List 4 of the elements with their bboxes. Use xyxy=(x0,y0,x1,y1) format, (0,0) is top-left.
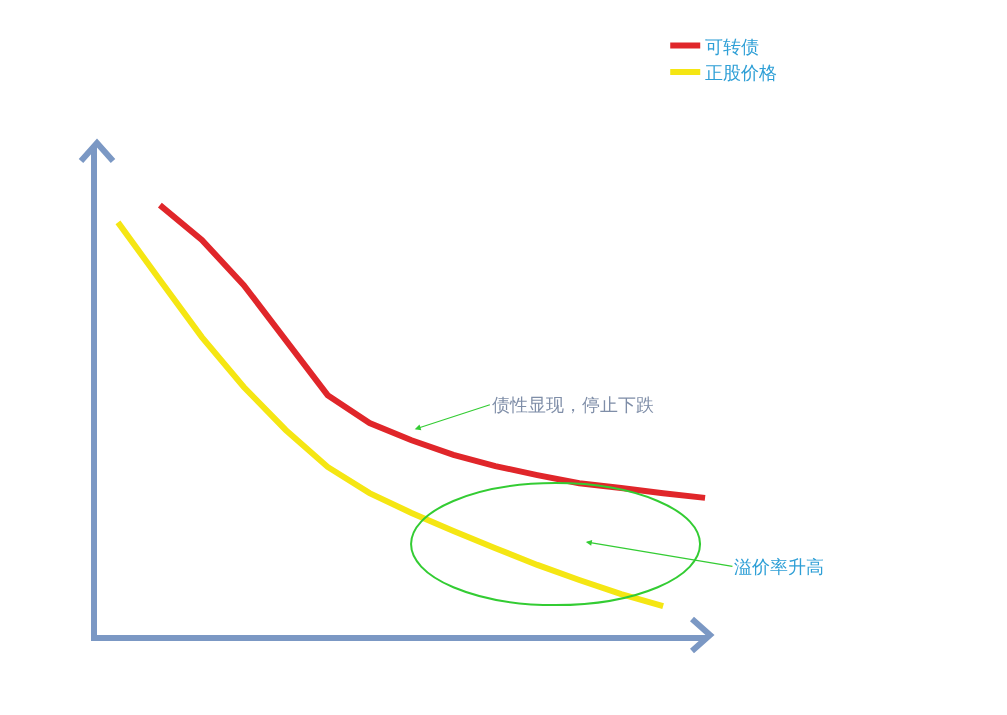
text: 溢价率升高 xyxy=(734,556,824,577)
legend-label: 可转债 xyxy=(705,35,760,57)
legend-label: 正股价格 xyxy=(705,62,778,84)
annotation: 债性显现，停止下跌 xyxy=(492,394,654,415)
